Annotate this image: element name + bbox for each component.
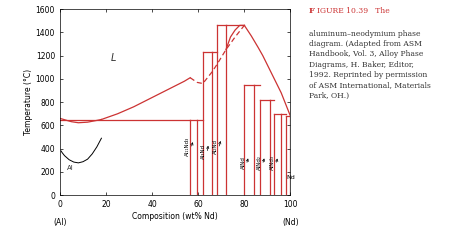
Text: aluminum–neodymium phase
diagram. (Adapted from ASM
Handbook, Vol. 3, Alloy Phas: aluminum–neodymium phase diagram. (Adapt… — [309, 30, 431, 100]
Text: L: L — [111, 53, 116, 63]
Text: Al₂Nd: Al₂Nd — [213, 139, 218, 154]
Text: Al: Al — [67, 165, 74, 171]
Y-axis label: Temperature (°C): Temperature (°C) — [24, 69, 33, 135]
Text: (Al): (Al) — [53, 218, 67, 227]
Text: F: F — [309, 7, 315, 15]
Text: (Nd): (Nd) — [282, 218, 299, 227]
Text: IGURE 10.39   The: IGURE 10.39 The — [317, 7, 390, 15]
X-axis label: Composition (wt% Nd): Composition (wt% Nd) — [132, 212, 218, 221]
Text: Al₁₁Nd₃: Al₁₁Nd₃ — [185, 137, 190, 156]
Text: AlNd₃: AlNd₃ — [271, 155, 276, 170]
Text: AlNd₂: AlNd₂ — [257, 155, 262, 170]
Text: AlNd: AlNd — [241, 156, 245, 169]
Text: Al₃Nd: Al₃Nd — [201, 143, 207, 159]
Text: Nd: Nd — [286, 175, 295, 180]
